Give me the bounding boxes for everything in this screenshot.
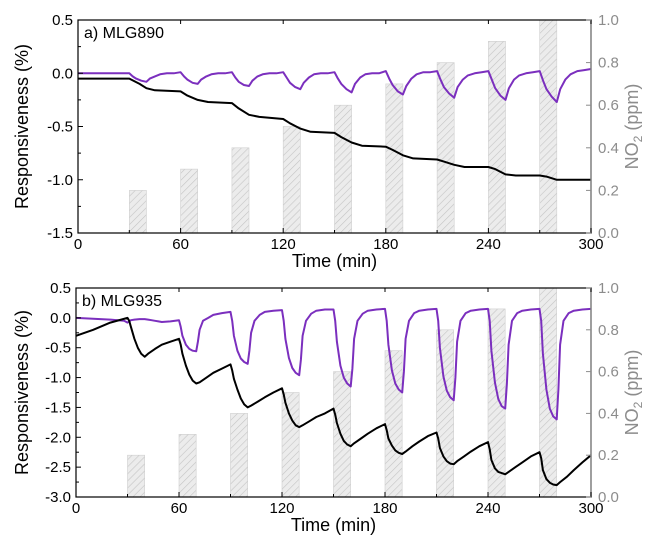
x-tick-label: 120 bbox=[271, 236, 296, 253]
y2-axis-title-subscript: 2 bbox=[631, 401, 645, 408]
concentration-bar bbox=[436, 329, 454, 498]
concentration-bar bbox=[282, 126, 301, 234]
panel-b: 0 60 120 180 240 300 -3.0 -2.5 -2.0 -1.5 -1.0 -0.5 0… bbox=[12, 280, 645, 535]
concentration-bar bbox=[488, 40, 506, 234]
y-tick-label: -1.5 bbox=[45, 399, 71, 416]
y-tick-label: -1.0 bbox=[45, 370, 71, 387]
y-tick-label: -0.5 bbox=[45, 340, 71, 357]
y-axis-title: Responsiveness (%) bbox=[12, 310, 32, 475]
y-tick-label: -1.5 bbox=[47, 225, 73, 242]
y2-axis-title-base: NO bbox=[622, 142, 642, 169]
y-tick-label: 0.0 bbox=[52, 65, 73, 82]
y-tick-label: -3.0 bbox=[45, 489, 71, 506]
y-tick-label: -1.0 bbox=[47, 172, 73, 189]
y-tick-label: -2.0 bbox=[45, 429, 71, 446]
y2-tick-label: 0.8 bbox=[598, 322, 619, 339]
y2-axis-title-unit: (ppm) bbox=[622, 350, 642, 402]
concentration-bar bbox=[539, 19, 558, 234]
concentration-bar bbox=[129, 190, 147, 234]
x-tick-label: 60 bbox=[171, 500, 188, 517]
concentration-bar bbox=[281, 392, 300, 498]
concentration-bar bbox=[231, 147, 250, 234]
y2-tick-label: 1.0 bbox=[598, 280, 619, 297]
y-tick-label: -2.5 bbox=[45, 459, 71, 476]
y2-axis-title-base: NO bbox=[622, 408, 642, 435]
series-line-black bbox=[75, 316, 592, 487]
y2-axis-title: NO2 (ppm) bbox=[622, 350, 645, 436]
x-tick-label: 240 bbox=[476, 236, 501, 253]
y2-tick-label: 0.0 bbox=[598, 489, 619, 506]
series-line-purple bbox=[75, 307, 592, 421]
concentration-bar bbox=[334, 104, 352, 234]
concentration-bar bbox=[178, 433, 197, 498]
y2-axis-title: NO2 (ppm) bbox=[622, 84, 645, 170]
panel-label: a) MLG890 bbox=[84, 25, 164, 42]
y-tick-label: -0.5 bbox=[47, 119, 73, 136]
x-tick-label: 240 bbox=[475, 500, 500, 517]
y-axis-title: Responsiveness (%) bbox=[12, 44, 32, 209]
x-tick-label: 180 bbox=[372, 500, 397, 517]
y-tick-label: 0.5 bbox=[50, 280, 71, 297]
x-tick-label: 300 bbox=[578, 236, 603, 253]
y2-axis-title-unit: (ppm) bbox=[622, 84, 642, 136]
y-tick-label: 0.0 bbox=[50, 310, 71, 327]
series-line-black bbox=[78, 77, 591, 181]
x-tick-label: 300 bbox=[578, 500, 603, 517]
x-tick-label: 60 bbox=[172, 236, 189, 253]
x-tick-label: 0 bbox=[74, 236, 82, 253]
y2-tick-label: 0.6 bbox=[598, 364, 619, 381]
panel-a: 0 60 120 180 240 300 -1.5 -1.0 -0.5 0.0 0.5 0.0 0.2 0… bbox=[12, 12, 645, 271]
y2-tick-label: 0.4 bbox=[598, 405, 619, 422]
y2-tick-label: 0.8 bbox=[598, 55, 619, 72]
y-tick-label: 0.5 bbox=[52, 12, 73, 29]
x-tick-label: 120 bbox=[269, 500, 294, 517]
y2-tick-label: 0.6 bbox=[598, 97, 619, 114]
concentration-bar bbox=[385, 83, 404, 234]
y2-tick-label: 1.0 bbox=[598, 12, 619, 29]
y2-axis-title-subscript: 2 bbox=[631, 135, 645, 142]
panel-label: b) MLG935 bbox=[82, 293, 162, 310]
concentration-bar bbox=[384, 350, 403, 498]
concentration-bar bbox=[180, 168, 199, 234]
series-line-purple bbox=[78, 68, 592, 103]
y2-tick-label: 0.0 bbox=[598, 225, 619, 242]
concentration-bar bbox=[127, 454, 145, 498]
x-axis-title: Time (min) bbox=[292, 251, 377, 271]
x-tick-label: 180 bbox=[373, 236, 398, 253]
x-axis-title: Time (min) bbox=[291, 515, 376, 535]
y2-tick-label: 0.2 bbox=[598, 447, 619, 464]
x-tick-label: 0 bbox=[72, 500, 80, 517]
y2-tick-label: 0.2 bbox=[598, 182, 619, 199]
concentration-bar bbox=[230, 413, 248, 498]
y2-tick-label: 0.4 bbox=[598, 140, 619, 157]
concentration-bar bbox=[333, 371, 351, 498]
